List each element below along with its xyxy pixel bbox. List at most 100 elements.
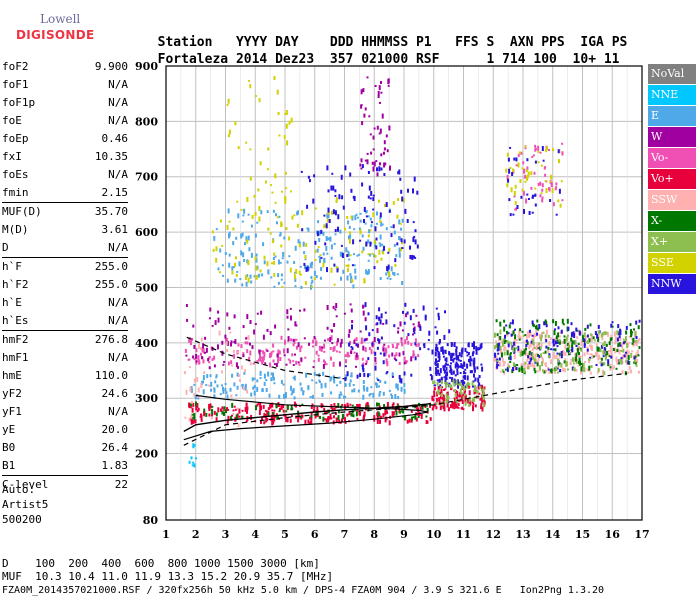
echo-point xyxy=(529,355,532,360)
header-value: Dez23 xyxy=(275,52,315,67)
echo-point xyxy=(509,361,512,363)
echo-point xyxy=(332,305,335,309)
echo-point xyxy=(230,360,233,365)
echo-point xyxy=(363,414,365,419)
echo-point xyxy=(244,383,247,388)
echo-point xyxy=(378,166,381,172)
echo-point xyxy=(251,345,254,350)
echo-point xyxy=(240,250,243,256)
echo-point xyxy=(616,330,619,335)
echo-point xyxy=(267,407,270,411)
echo-point xyxy=(365,337,368,341)
echo-point xyxy=(515,341,518,344)
echo-point xyxy=(407,340,410,345)
echo-point xyxy=(353,253,355,256)
echo-point xyxy=(392,411,395,416)
echo-point xyxy=(637,354,640,357)
echo-point xyxy=(476,366,479,370)
echo-point xyxy=(213,410,216,415)
echo-point xyxy=(249,362,252,366)
echo-point xyxy=(287,358,290,361)
echo-point xyxy=(547,368,550,371)
echo-point xyxy=(458,359,461,362)
header-value: 714 xyxy=(502,52,526,67)
echo-point xyxy=(382,347,385,352)
echo-point xyxy=(498,335,500,341)
echo-point xyxy=(572,362,575,365)
echo-point xyxy=(410,409,413,413)
echo-point xyxy=(370,224,373,228)
echo-point xyxy=(378,316,381,321)
echo-point xyxy=(384,351,387,357)
echo-point xyxy=(518,338,521,341)
echo-point xyxy=(291,353,294,357)
echo-point xyxy=(627,371,630,374)
echo-point xyxy=(400,247,403,252)
echo-point xyxy=(226,312,229,317)
echo-point xyxy=(324,361,327,366)
echo-point xyxy=(348,225,351,229)
param-value: N/A xyxy=(108,241,128,254)
echo-point xyxy=(358,227,361,231)
echo-point xyxy=(612,366,615,370)
echo-point xyxy=(609,364,612,367)
echo-point xyxy=(631,338,634,341)
echo-point xyxy=(446,363,449,366)
echo-point xyxy=(285,110,288,115)
echo-point xyxy=(446,381,449,385)
echo-point xyxy=(626,352,629,355)
echo-point xyxy=(273,363,276,366)
echo-point xyxy=(523,362,526,367)
echo-point xyxy=(349,254,352,257)
echo-point xyxy=(379,352,382,355)
echo-point xyxy=(625,336,627,342)
echo-point xyxy=(414,342,417,346)
echo-point xyxy=(537,150,540,153)
echo-point xyxy=(497,364,500,367)
echo-point xyxy=(335,350,338,353)
echo-point xyxy=(211,230,214,234)
echo-point xyxy=(381,243,384,246)
echo-point xyxy=(633,328,635,331)
echo-point xyxy=(412,350,415,356)
echo-point xyxy=(386,361,389,367)
echo-point xyxy=(334,194,337,197)
echo-point xyxy=(325,410,328,414)
echo-point xyxy=(436,347,439,353)
echo-point xyxy=(587,340,590,344)
echo-point xyxy=(302,390,305,396)
echo-point xyxy=(586,348,589,352)
echo-point xyxy=(499,370,502,373)
echo-point xyxy=(211,324,214,327)
echo-point xyxy=(508,341,511,344)
echo-point xyxy=(373,415,376,419)
echo-point xyxy=(239,278,242,281)
echo-point xyxy=(536,332,539,336)
echo-point xyxy=(245,281,248,287)
echo-point xyxy=(464,368,467,371)
echo-point xyxy=(380,415,383,418)
echo-point xyxy=(188,338,191,343)
echo-point xyxy=(597,346,600,350)
echo-point xyxy=(293,375,296,381)
echo-point xyxy=(560,180,563,183)
echo-point xyxy=(308,342,310,346)
echo-point xyxy=(317,220,320,224)
echo-point xyxy=(555,355,558,359)
echo-point xyxy=(635,363,638,367)
echo-point xyxy=(353,264,356,267)
echo-point xyxy=(437,312,440,317)
echo-point xyxy=(275,213,277,217)
echo-point xyxy=(536,370,539,373)
echo-point xyxy=(366,405,369,409)
echo-point xyxy=(464,385,467,389)
echo-point xyxy=(430,375,433,381)
x-tick-label: 5 xyxy=(281,528,289,541)
echo-point xyxy=(332,185,335,191)
echo-point xyxy=(434,351,437,357)
echo-point xyxy=(391,411,394,417)
echo-point xyxy=(329,347,332,350)
echo-point xyxy=(297,239,300,244)
echo-point xyxy=(579,347,582,350)
echo-point xyxy=(588,358,591,361)
